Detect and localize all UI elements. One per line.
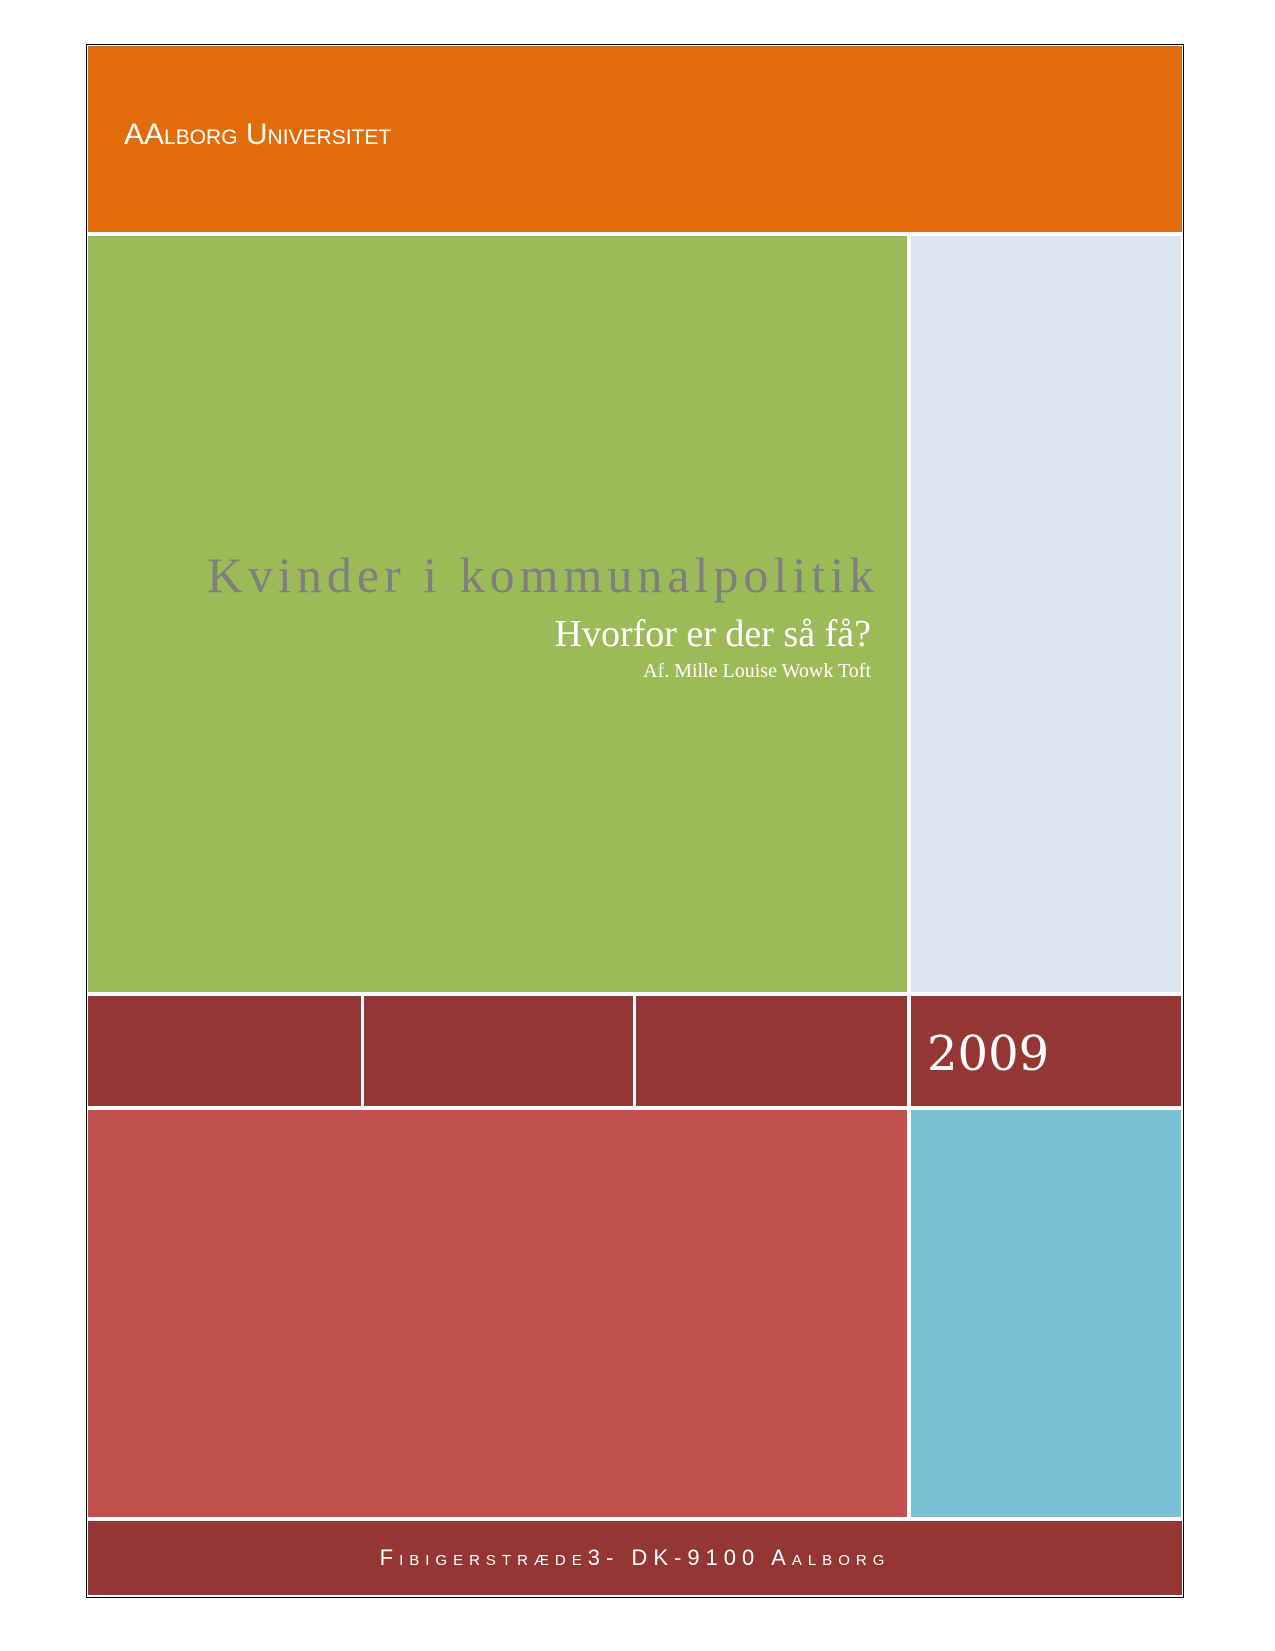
year-cell: 2009 (911, 996, 1181, 1106)
side-panel (911, 236, 1181, 992)
header-band: AAlborg Universitet (88, 46, 1182, 232)
title: Kvinder i kommunalpolitik (206, 547, 879, 603)
author: Af. Mille Louise Wowk Toft (643, 660, 871, 682)
red-panel (88, 1110, 907, 1517)
address: Fibigerstræde3- DK-9100 Aalborg (379, 1545, 891, 1570)
blue-panel (911, 1110, 1181, 1517)
footer-band: Fibigerstræde3- DK-9100 Aalborg (88, 1521, 1182, 1595)
year: 2009 (927, 1026, 1050, 1082)
title-panel: Kvinder i kommunalpolitik Hvorfor er der… (88, 236, 907, 992)
band-cell (364, 996, 633, 1106)
band-cell (88, 996, 361, 1106)
university: AAlborg Universitet (124, 118, 392, 151)
subtitle: Hvorfor er der så få? (554, 613, 872, 655)
page-frame (86, 44, 1184, 1598)
band-cell (636, 996, 907, 1106)
